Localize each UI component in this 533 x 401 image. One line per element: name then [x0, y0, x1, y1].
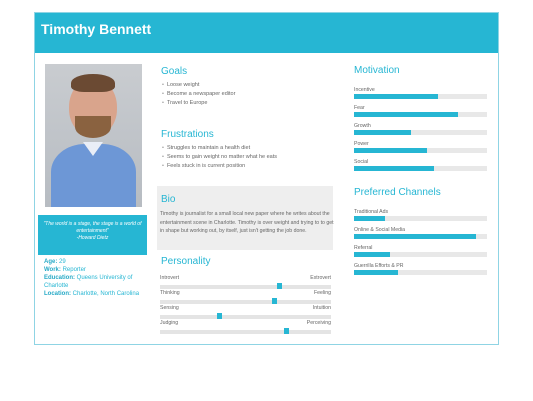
frustrations-title: Frustrations: [161, 129, 214, 140]
motivation-bar-fill: [354, 94, 438, 99]
motivation-bar-fill: [354, 166, 434, 171]
motivation-title: Motivation: [354, 65, 400, 76]
channel-bar-track: [354, 252, 487, 257]
channel-bar-track: [354, 234, 487, 239]
channel-bar: Traditional Ads: [354, 209, 487, 225]
persona-card: Timothy Bennett "The world is a stage, t…: [34, 12, 499, 345]
bio-text: Timothy is journalist for a small local …: [160, 211, 334, 235]
motivation-bar: Power: [354, 141, 487, 157]
motivation-bar-track: [354, 166, 487, 171]
trait-right-label: Feeling: [313, 290, 331, 296]
personality-slider: Thinking Feeling: [160, 290, 331, 305]
motivation-bar-track: [354, 112, 487, 117]
frustration-item: Feels stuck in is current position: [162, 162, 277, 171]
goal-item: Become a newspaper editor: [162, 90, 235, 99]
trait-marker: [272, 298, 277, 304]
fact-education: Education: Queens University of Charlott…: [44, 275, 133, 289]
bio-title: Bio: [161, 194, 176, 205]
photo-hair: [71, 74, 115, 92]
trait-track: [160, 315, 331, 319]
personality-slider: Judging Perceiving: [160, 320, 331, 335]
photo-beard: [75, 116, 111, 138]
trait-marker: [217, 313, 222, 319]
trait-left-label: Introvert: [160, 275, 180, 281]
channel-bar-track: [354, 216, 487, 221]
motivation-bar: Fear: [354, 105, 487, 121]
channel-bar: Online & Social Media: [354, 227, 487, 243]
trait-left-label: Judging: [160, 320, 179, 326]
motivation-bar-label: Incentive: [354, 87, 375, 93]
channel-bar-label: Guerrilla Efforts & PR: [354, 263, 404, 269]
persona-name: Timothy Bennett: [41, 21, 152, 37]
trait-right-label: Extrovert: [310, 275, 331, 281]
motivation-bar-fill: [354, 112, 458, 117]
persona-quote: "The world is a stage, the stage is a wo…: [38, 215, 147, 255]
bio-panel: [157, 186, 333, 250]
personality-slider: Sensing Intuition: [160, 305, 331, 320]
personality-title: Personality: [161, 256, 211, 267]
motivation-bar-track: [354, 130, 487, 135]
quote-text: "The world is a stage, the stage is a wo…: [43, 221, 142, 234]
channel-bar: Referral: [354, 245, 487, 261]
goals-list: Loose weight Become a newspaper editor T…: [162, 81, 235, 107]
motivation-bar-label: Growth: [354, 123, 371, 129]
channel-bar-fill: [354, 216, 385, 221]
motivation-bar-label: Fear: [354, 105, 365, 111]
motivation-bar-track: [354, 94, 487, 99]
channel-bar-fill: [354, 252, 390, 257]
channel-bar-fill: [354, 270, 398, 275]
motivation-bar: Growth: [354, 123, 487, 139]
frustration-item: Struggles to maintain a health diet: [162, 144, 277, 153]
channel-bar-fill: [354, 234, 476, 239]
motivation-bar-label: Power: [354, 141, 369, 147]
motivation-bar-track: [354, 148, 487, 153]
frustration-item: Seems to gain weight no matter what he e…: [162, 153, 277, 162]
motivation-bar-fill: [354, 148, 427, 153]
motivation-bar-fill: [354, 130, 411, 135]
quote-author: -Howard Dietz: [76, 235, 109, 241]
trait-marker: [277, 283, 282, 289]
persona-photo: [45, 64, 142, 207]
motivation-bar: Incentive: [354, 87, 487, 103]
motivation-bar: Social: [354, 159, 487, 175]
frustrations-list: Struggles to maintain a health diet Seem…: [162, 144, 277, 170]
channel-bar-label: Referral: [354, 245, 373, 251]
channel-bar-track: [354, 270, 487, 275]
trait-left-label: Thinking: [160, 290, 180, 296]
channels-title: Preferred Channels: [354, 187, 441, 198]
trait-right-label: Perceiving: [306, 320, 331, 326]
trait-right-label: Intuition: [312, 305, 331, 311]
goal-item: Travel to Europe: [162, 99, 235, 108]
trait-track: [160, 285, 331, 289]
header-bar: Timothy Bennett: [35, 13, 498, 53]
trait-left-label: Sensing: [160, 305, 179, 311]
channel-bar: Guerrilla Efforts & PR: [354, 263, 487, 279]
trait-track: [160, 300, 331, 304]
motivation-bar-label: Social: [354, 159, 369, 165]
fact-work: Work: Reporter: [44, 267, 86, 273]
fact-location: Location: Charlotte, North Carolina: [44, 291, 140, 297]
goals-title: Goals: [161, 66, 188, 77]
channel-bar-label: Traditional Ads: [354, 209, 389, 215]
personality-slider: Introvert Extrovert: [160, 275, 331, 290]
fact-age: Age: 29: [44, 259, 66, 265]
trait-marker: [284, 328, 289, 334]
channel-bar-label: Online & Social Media: [354, 227, 406, 233]
trait-track: [160, 330, 331, 334]
persona-facts: Age: 29 Work: Reporter Education: Queens…: [44, 258, 149, 298]
goal-item: Loose weight: [162, 81, 235, 90]
